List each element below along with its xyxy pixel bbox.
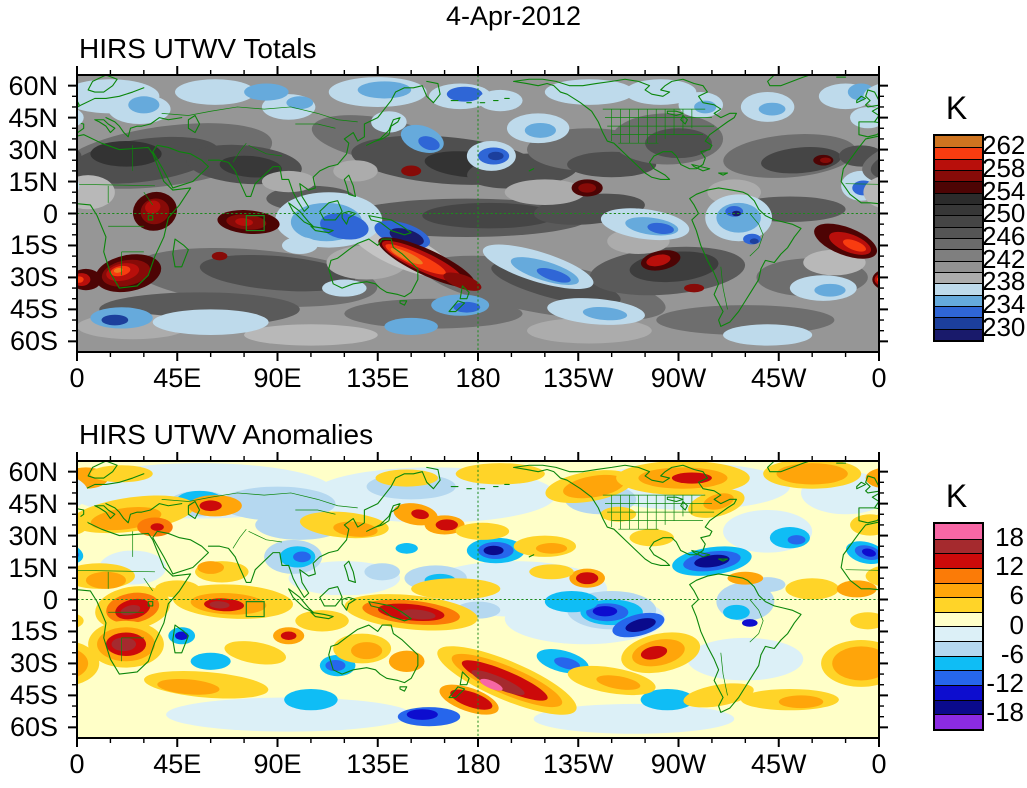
colorbar-segment (935, 192, 982, 204)
colorbar-segment (935, 655, 982, 671)
lon-tick-label: 135E (346, 749, 410, 779)
colorbar-units-label: K (945, 90, 968, 126)
lon-tick-label: 90E (253, 363, 302, 393)
colorbar-segment (935, 203, 982, 216)
lon-tick-label: 135W (542, 749, 614, 779)
colorbar-segment (935, 714, 982, 729)
lat-tick-label: 45S (9, 680, 58, 711)
colorbar-units-label: K (945, 478, 968, 514)
lat-tick-label: 45N (8, 488, 58, 519)
colorbar-tick-label: 230 (982, 311, 1026, 342)
colorbar-tick-label: 254 (982, 175, 1026, 206)
totals-colorbar (933, 134, 984, 342)
colorbar-segment (935, 597, 982, 612)
colorbar-segment (935, 136, 982, 148)
colorbar-tick-label: 238 (982, 266, 1026, 297)
colorbar-segment (935, 567, 982, 583)
lon-tick-label: 180 (455, 749, 501, 779)
colorbar-tick-label: 12 (995, 550, 1024, 581)
colorbar-tick-label: 250 (982, 198, 1026, 229)
colorbar-segment (935, 147, 982, 159)
lat-tick-label: 30S (9, 648, 58, 679)
lon-tick-label: 0 (871, 363, 887, 393)
lat-tick-label: 45S (9, 294, 58, 325)
colorbar-segment (935, 294, 982, 306)
colorbar-tick-label: -6 (1000, 638, 1024, 669)
colorbar-segment (935, 158, 982, 170)
lat-tick-label: 15S (9, 230, 58, 261)
colorbar-tick-label: 6 (1009, 580, 1024, 611)
colorbar-segment (935, 283, 982, 295)
lat-tick-label: 30N (8, 520, 58, 551)
lat-tick-label: 60N (8, 70, 58, 101)
colorbar-segment (935, 260, 982, 272)
colorbar-segment (935, 582, 982, 598)
lon-tick-label: 45E (153, 749, 202, 779)
colorbar-tick-label: 262 (982, 130, 1026, 161)
panel-title-totals: HIRS UTWV Totals (79, 33, 317, 64)
colorbar-segment (935, 215, 982, 227)
lat-tick-label: 30N (8, 134, 58, 165)
lat-tick-label: 15S (9, 616, 58, 647)
colorbar-tick-label: -12 (986, 668, 1024, 699)
lon-tick-label: 90W (650, 749, 707, 779)
lat-tick-label: 0 (42, 584, 58, 615)
lat-tick-label: 0 (42, 198, 58, 229)
colorbar-segment (935, 611, 982, 627)
lon-tick-label: 135E (346, 363, 410, 393)
colorbar-tick-label: 258 (982, 153, 1026, 183)
lat-tick-label: 15N (8, 166, 58, 197)
totals-map (68, 66, 888, 361)
colorbar-segment (935, 226, 982, 238)
colorbar-segment (935, 553, 982, 568)
colorbar-segment (935, 181, 982, 193)
colorbar-segment (935, 305, 982, 318)
lon-tick-label: 0 (69, 363, 85, 393)
colorbar-tick-label: 242 (982, 243, 1026, 274)
colorbar-segment (935, 317, 982, 329)
lat-tick-label: 60S (9, 712, 58, 743)
anomalies-map (68, 452, 888, 747)
colorbar-segment (935, 699, 982, 715)
lon-tick-label: 45W (750, 749, 807, 779)
colorbar-tick-label: 18 (995, 521, 1024, 552)
colorbar-segment (935, 328, 982, 340)
lon-tick-label: 45E (153, 363, 202, 393)
lat-tick-label: 15N (8, 552, 58, 583)
colorbar-segment (935, 641, 982, 656)
colorbar-tick-label: -18 (986, 697, 1024, 728)
colorbar-segment (935, 169, 982, 182)
colorbar-segment (935, 538, 982, 554)
lon-tick-label: 0 (871, 749, 887, 779)
colorbar-segment (935, 249, 982, 261)
lon-tick-label: 45W (750, 363, 807, 393)
colorbar-segment (935, 670, 982, 686)
colorbar-tick-label: 0 (1009, 609, 1024, 640)
lon-tick-label: 90W (650, 363, 707, 393)
colorbar-segment (935, 524, 982, 539)
lat-tick-label: 60S (9, 326, 58, 357)
lon-tick-label: 0 (69, 749, 85, 779)
lat-tick-label: 45N (8, 102, 58, 133)
lon-tick-label: 180 (455, 363, 501, 393)
colorbar-segment (935, 626, 982, 642)
colorbar-tick-label: 246 (982, 221, 1026, 251)
colorbar-segment (935, 271, 982, 284)
anomalies-colorbar (933, 522, 984, 731)
colorbar-tick-label: 234 (982, 289, 1026, 319)
panel-title-anomalies: HIRS UTWV Anomalies (79, 419, 374, 450)
colorbar-segment (935, 685, 982, 700)
lat-tick-label: 30S (9, 262, 58, 293)
colorbar-segment (935, 237, 982, 250)
lon-tick-label: 135W (542, 363, 614, 393)
figure-date-title: 4-Apr-2012 (445, 1, 582, 31)
lon-tick-label: 90E (253, 749, 302, 779)
lat-tick-label: 60N (8, 456, 58, 487)
